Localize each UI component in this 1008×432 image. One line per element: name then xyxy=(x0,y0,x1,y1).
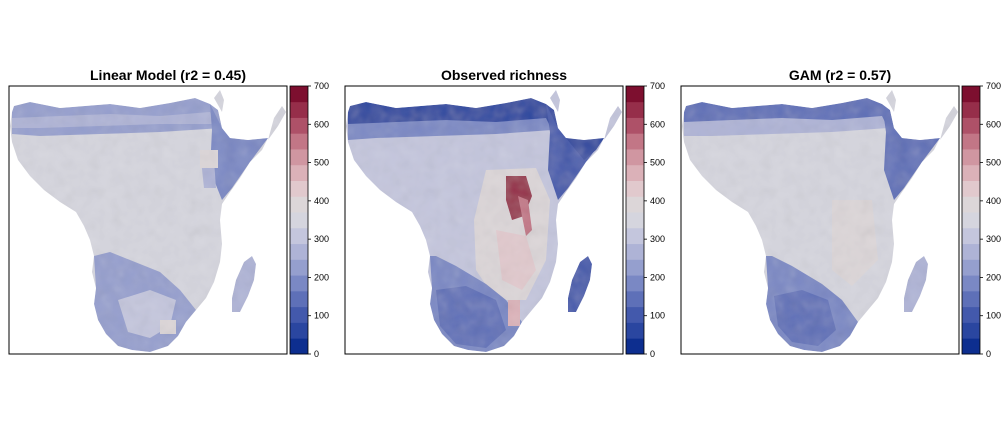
colorbar-segment xyxy=(962,196,980,213)
colorbar-segment xyxy=(290,212,308,229)
colorbar-segment xyxy=(962,227,980,245)
colorbar-tick-label: 100 xyxy=(986,311,1001,321)
colorbar-segment xyxy=(626,196,644,213)
colorbar-segment xyxy=(290,290,308,308)
colorbar-segment xyxy=(626,86,644,103)
colorbar-segment xyxy=(626,275,644,292)
colorbar-segment xyxy=(962,117,980,134)
colorbar-segment xyxy=(962,164,980,181)
colorbar-tick-label: 200 xyxy=(314,272,329,282)
panel-linear-model: Linear Model (r2 = 0.45) 0 100 200 300 400 50… xyxy=(8,67,329,359)
colorbar-tick-label: 700 xyxy=(986,81,1001,91)
colorbar-frame xyxy=(961,85,981,355)
colorbar-tick-label: 600 xyxy=(986,119,1001,129)
colorbar-tick-label: 100 xyxy=(650,311,665,321)
colorbar-tick-label: 500 xyxy=(314,158,329,168)
colorbar-tick-label: 0 xyxy=(650,349,655,359)
colorbar-tick-label: 300 xyxy=(314,234,329,244)
panel-title: GAM (r2 = 0.57) xyxy=(789,67,891,83)
colorbar-segment xyxy=(290,149,308,166)
colorbar-segment xyxy=(290,101,308,118)
colorbar-tick-label: 400 xyxy=(986,196,1001,206)
colorbar-segment xyxy=(962,338,980,355)
colorbar-segment xyxy=(962,322,980,339)
colorbar-segment xyxy=(626,306,644,323)
colorbar-segment xyxy=(962,101,980,118)
panel-gam: GAM (r2 = 0.57) 0 100 200 300 400 500 600 700 xyxy=(680,67,1001,359)
colorbar-segment xyxy=(290,117,308,134)
colorbar-segment xyxy=(626,101,644,118)
colorbar-segment xyxy=(626,259,644,276)
colorbar-segment xyxy=(626,338,644,355)
colorbar-segment xyxy=(626,149,644,166)
colorbar-segment xyxy=(290,227,308,245)
colorbar-segment xyxy=(290,180,308,197)
panel-observed-richness: Observed richness 0 100 200 300 400 500 600 700 xyxy=(344,67,665,359)
colorbar-segment xyxy=(626,322,644,339)
colorbar-segment xyxy=(962,133,980,150)
colorbar-tick-label: 0 xyxy=(314,349,319,359)
panel-title: Observed richness xyxy=(441,67,567,83)
colorbar-tick-label: 600 xyxy=(314,119,329,129)
colorbar-tick-label: 600 xyxy=(650,119,665,129)
colorbar-tick-label: 200 xyxy=(650,272,665,282)
colorbar-tick-label: 100 xyxy=(314,311,329,321)
colorbar-tick-label: 400 xyxy=(650,196,665,206)
colorbar-segment xyxy=(290,196,308,213)
colorbar-segment xyxy=(626,164,644,181)
colorbar-segment xyxy=(962,86,980,103)
colorbar-segment xyxy=(290,133,308,150)
colorbar-segment xyxy=(290,322,308,339)
colorbar-segment xyxy=(290,275,308,292)
colorbar-tick-label: 300 xyxy=(650,234,665,244)
colorbar-frame xyxy=(625,85,645,355)
colorbar-segment xyxy=(290,86,308,103)
colorbar: 0 100 200 300 400 500 600 700 xyxy=(289,81,329,359)
panel-title: Linear Model (r2 = 0.45) xyxy=(90,67,246,83)
colorbar-tick-label: 500 xyxy=(986,158,1001,168)
colorbar-tick-label: 300 xyxy=(986,234,1001,244)
colorbar-segment xyxy=(962,259,980,276)
colorbar: 0 100 200 300 400 500 600 700 xyxy=(625,81,665,359)
colorbar-tick-label: 400 xyxy=(314,196,329,206)
colorbar-segment xyxy=(290,306,308,323)
colorbar-tick-label: 200 xyxy=(986,272,1001,282)
colorbar-segment xyxy=(626,243,644,260)
colorbar-segment xyxy=(962,212,980,229)
colorbar-segment xyxy=(626,227,644,245)
colorbar-tick-label: 700 xyxy=(314,81,329,91)
colorbar-tick-label: 700 xyxy=(650,81,665,91)
colorbar-segment xyxy=(626,133,644,150)
colorbar-tick-label: 500 xyxy=(650,158,665,168)
colorbar-segment xyxy=(962,290,980,308)
colorbar-tick-label: 0 xyxy=(986,349,991,359)
colorbar-segment xyxy=(962,306,980,323)
colorbar-segment xyxy=(962,180,980,197)
colorbar-segment xyxy=(290,338,308,355)
colorbar-segment xyxy=(626,212,644,229)
colorbar-segment xyxy=(290,243,308,260)
colorbar: 0 100 200 300 400 500 600 700 xyxy=(961,81,1001,359)
colorbar-segment xyxy=(290,164,308,181)
colorbar-segment xyxy=(962,275,980,292)
colorbar-segment xyxy=(626,180,644,197)
colorbar-segment xyxy=(290,259,308,276)
colorbar-segment xyxy=(626,117,644,134)
colorbar-segment xyxy=(626,290,644,308)
colorbar-segment xyxy=(962,243,980,260)
colorbar-frame xyxy=(289,85,309,355)
colorbar-segment xyxy=(962,149,980,166)
